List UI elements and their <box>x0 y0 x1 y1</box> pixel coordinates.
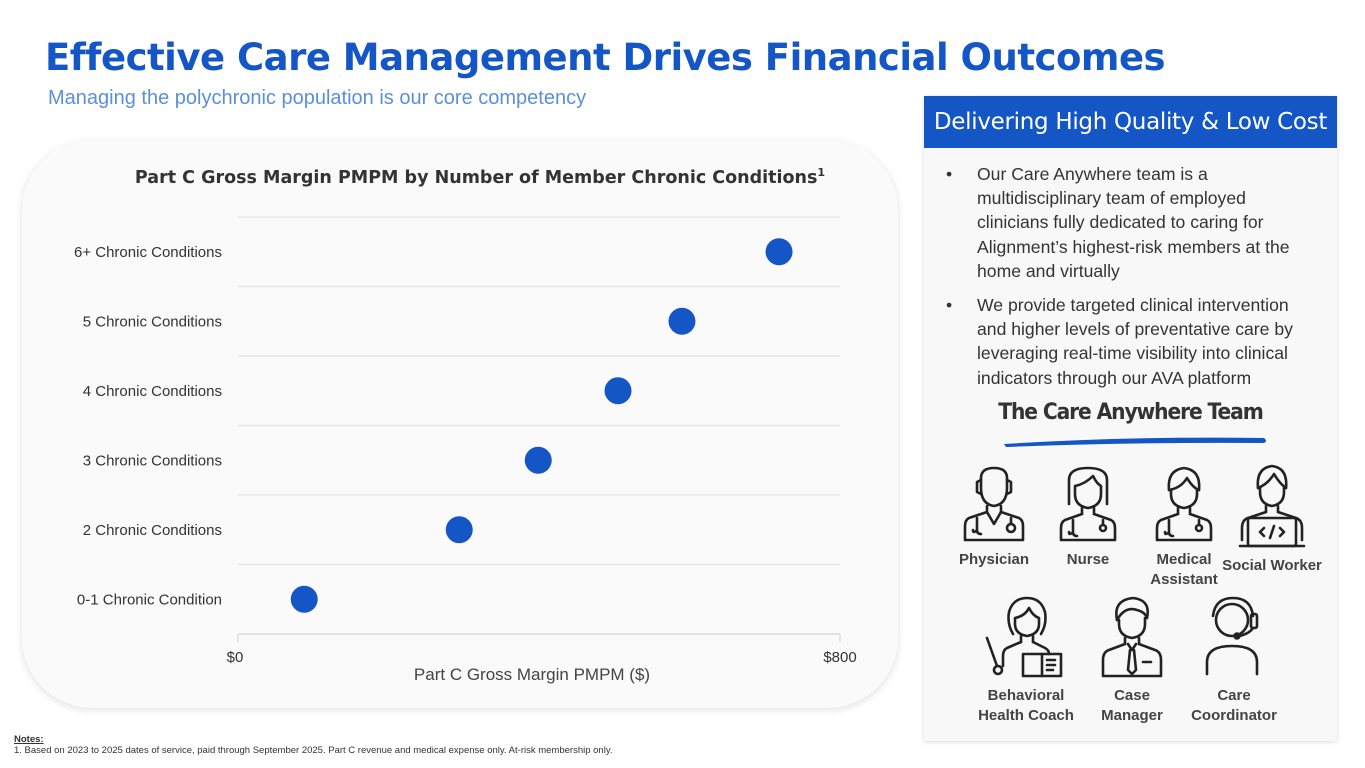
medical-assistant-icon <box>1155 466 1213 542</box>
x-axis-title: Part C Gross Margin PMPM ($) <box>414 665 650 684</box>
chart-title-text: Part C Gross Margin PMPM by Number of Me… <box>134 167 818 188</box>
team-member-social-worker: Social Worker <box>1222 464 1322 576</box>
case-manager-icon <box>1101 596 1163 678</box>
dot-plot: 6+ Chronic Conditions 5 Chronic Condition… <box>74 216 857 684</box>
team-member-label: Medical Assistant <box>1150 551 1218 588</box>
data-point <box>290 585 318 613</box>
team-member-label: Physician <box>958 551 1030 568</box>
nurse-icon <box>1059 466 1117 542</box>
physician-icon <box>963 466 1025 542</box>
bullet-list: Our Care Anywhere team is a multidiscipl… <box>924 148 1337 390</box>
chart-title: Part C Gross Margin PMPM by Number of Me… <box>0 166 960 188</box>
team-member-behavioral-health-coach: Behavioral Health Coach <box>976 594 1076 726</box>
category-label: 4 Chronic Conditions <box>83 383 222 400</box>
note-item: 1. Based on 2023 to 2025 dates of servic… <box>14 745 613 756</box>
notes-heading: Notes: <box>14 734 44 745</box>
footnote-marker: 1 <box>817 166 826 179</box>
behavioral-health-coach-icon <box>985 596 1063 678</box>
gridlines <box>238 216 840 566</box>
category-label: 2 Chronic Conditions <box>83 522 222 539</box>
team-member-label: Nurse <box>1066 551 1110 568</box>
bullet-item: We provide targeted clinical interventio… <box>946 293 1319 390</box>
data-points <box>290 238 793 613</box>
team-member-nurse: Nurse <box>1038 464 1138 570</box>
data-point <box>445 516 473 544</box>
category-label: 6+ Chronic Conditions <box>74 244 222 261</box>
social-worker-icon <box>1238 464 1306 548</box>
bullet-item: Our Care Anywhere team is a multidiscipl… <box>946 162 1319 283</box>
team-member-label: Social Worker <box>1222 557 1322 574</box>
team-member-case-manager: Case Manager <box>1082 594 1182 726</box>
team-member-label: Care Coordinator <box>1191 687 1277 724</box>
notes: Notes: 1. Based on 2023 to 2025 dates of… <box>14 734 613 756</box>
team-member-physician: Physician <box>944 464 1044 570</box>
side-panel: Delivering High Quality & Low Cost Our C… <box>924 96 1337 741</box>
care-coordinator-icon <box>1205 596 1259 676</box>
underline-swoosh <box>1004 437 1266 447</box>
x-tick-label-min: $0 <box>227 649 244 666</box>
x-tick-label-max: $800 <box>823 649 856 666</box>
page-title: Effective Care Management Drives Financi… <box>45 36 1166 79</box>
data-point <box>668 307 696 335</box>
data-point <box>604 377 632 405</box>
category-label: 3 Chronic Conditions <box>83 452 222 469</box>
team-member-label: Case Manager <box>1101 687 1163 724</box>
team-member-label: Behavioral Health Coach <box>978 687 1074 724</box>
team-member-care-coordinator: Care Coordinator <box>1184 594 1284 726</box>
data-point <box>524 446 552 474</box>
category-label: 0-1 Chronic Condition <box>77 591 222 608</box>
side-panel-header: Delivering High Quality & Low Cost <box>924 96 1337 148</box>
team-member-medical-assistant: Medical Assistant <box>1134 464 1234 590</box>
category-label: 5 Chronic Conditions <box>83 313 222 330</box>
page-subtitle: Managing the polychronic population is o… <box>48 87 587 109</box>
chart-card <box>22 140 898 708</box>
team-title: The Care Anywhere Team <box>998 400 1264 425</box>
category-labels: 6+ Chronic Conditions 5 Chronic Condition… <box>74 244 222 609</box>
data-point <box>765 238 793 266</box>
